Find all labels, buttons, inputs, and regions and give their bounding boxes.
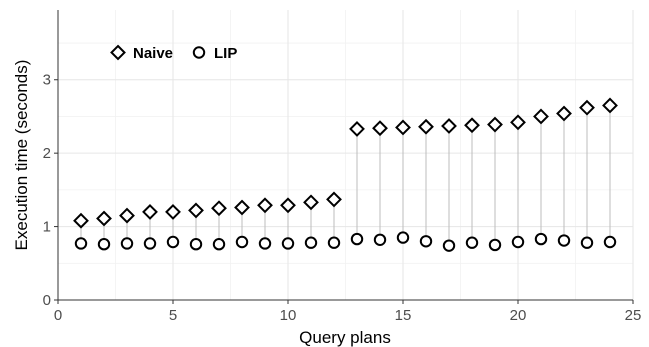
naive-point <box>349 121 365 137</box>
x-tick-label: 25 <box>625 307 642 324</box>
ticks: 0 5 10 15 20 25 0 1 2 3 <box>43 72 642 324</box>
naive-point <box>142 203 158 220</box>
lip-point <box>465 236 479 249</box>
naive-point <box>372 120 388 137</box>
naive-point <box>165 203 181 220</box>
naive-point <box>579 99 595 116</box>
naive-point <box>441 118 457 134</box>
lip-point <box>396 231 410 244</box>
naive-point <box>96 210 112 227</box>
lip-point <box>189 238 203 251</box>
y-tick-label: 3 <box>43 72 51 89</box>
axes <box>57 10 633 301</box>
lip-point <box>511 235 525 249</box>
legend: Naive LIP <box>110 44 237 62</box>
y-tick-label: 1 <box>43 219 51 236</box>
lip-point <box>327 236 341 249</box>
x-tick-label: 10 <box>280 307 297 324</box>
lip-point <box>580 236 594 249</box>
markers <box>73 97 618 252</box>
naive-point <box>188 202 204 219</box>
lip-point <box>143 237 157 250</box>
lip-point <box>235 235 249 249</box>
lip-point <box>603 235 617 249</box>
legend-naive-label: Naive <box>133 45 173 62</box>
lip-point <box>350 232 364 246</box>
x-tick-label: 5 <box>169 307 177 324</box>
naive-point <box>280 197 296 214</box>
naive-point <box>211 200 227 217</box>
naive-point <box>395 119 411 136</box>
lip-point <box>304 236 318 249</box>
x-tick-label: 0 <box>54 307 62 324</box>
naive-point <box>487 116 503 133</box>
legend-lip-label: LIP <box>214 45 237 62</box>
naive-point <box>257 197 273 214</box>
lip-point <box>281 237 295 250</box>
legend-naive-diamond-icon <box>110 44 126 61</box>
lip-point <box>212 238 226 251</box>
naive-point <box>73 212 89 229</box>
naive-point <box>303 194 319 211</box>
naive-point <box>602 97 618 114</box>
lip-point <box>120 237 134 250</box>
naive-point <box>234 199 250 216</box>
lip-point <box>74 237 88 250</box>
x-axis-title: Query plans <box>299 328 391 347</box>
naive-point <box>326 191 342 208</box>
lip-point <box>258 237 272 250</box>
lip-point <box>442 239 456 252</box>
naive-point <box>119 207 135 224</box>
lip-point <box>97 238 111 251</box>
naive-point <box>533 108 549 125</box>
legend-lip-circle-icon <box>192 46 206 59</box>
lip-point <box>534 232 548 246</box>
x-tick-label: 15 <box>395 307 412 324</box>
naive-point <box>510 114 526 131</box>
lip-point <box>557 234 571 247</box>
x-tick-label: 20 <box>510 307 527 324</box>
y-tick-label: 0 <box>43 292 51 309</box>
naive-point <box>556 105 572 122</box>
y-tick-label: 2 <box>43 145 51 162</box>
y-axis-title: Execution time (seconds) <box>12 60 31 251</box>
lip-point <box>373 233 387 246</box>
naive-point <box>464 117 480 134</box>
lip-point <box>419 235 433 248</box>
lip-point <box>166 235 180 249</box>
lip-point <box>488 238 502 252</box>
naive-point <box>418 118 434 135</box>
